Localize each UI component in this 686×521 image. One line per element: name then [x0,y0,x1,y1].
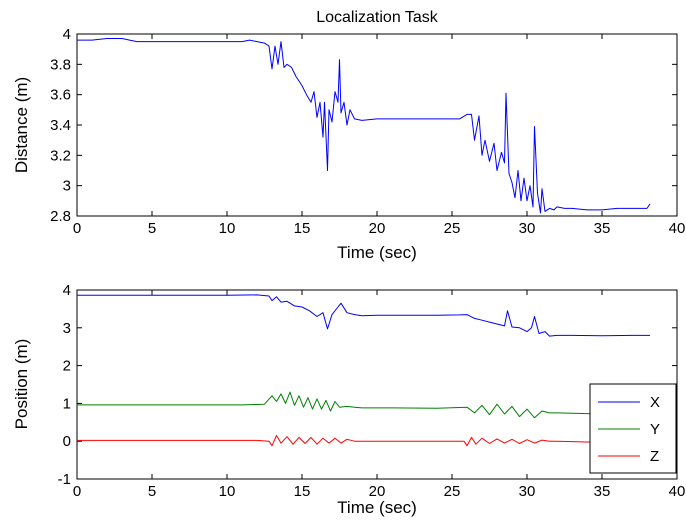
x-tick-label: 30 [519,483,536,500]
x-tick-label: 0 [73,483,81,500]
plot-area [76,289,678,480]
x-axis-label: Time (sec) [337,498,417,517]
x-tick-label: 20 [369,220,386,237]
y-tick-label: -1 [58,471,71,488]
legend-label-x: X [650,394,660,411]
series-line-y [77,391,617,419]
x-tick-label: 15 [294,483,311,500]
y-tick-label: 3 [63,178,71,195]
y-tick-label: 4 [63,26,71,43]
x-tick-label: 5 [148,220,156,237]
x-tick-label: 10 [219,483,236,500]
y-tick-label: 1 [63,395,71,412]
distance-subplot: Localization Task 0 5 10 15 20 25 30 35 40 2.8 3 3.… [12,9,685,262]
legend: XYZ [589,383,677,474]
y-tick-label: 4 [63,282,71,299]
x-tick-label: 10 [219,220,236,237]
x-tick-label: 15 [294,220,311,237]
y-tick-label: 3.8 [50,56,71,73]
y-tick-label: 3.4 [50,117,71,134]
x-tick-label: 25 [444,220,461,237]
x-axis-label: Time (sec) [337,243,417,262]
y-tick-label: 2 [63,358,71,375]
legend-label-y: Y [650,421,660,438]
y-tick-label: 3.6 [50,87,71,104]
x-tick-label: 40 [669,220,686,237]
y-tick-label: 3.2 [50,147,71,164]
y-axis-label: Position (m) [12,339,31,430]
series-line-z [77,435,617,447]
series-line-0 [77,38,651,214]
series-group [77,294,650,447]
x-tick-label: 35 [594,220,611,237]
x-tick-label: 25 [444,483,461,500]
legend-label-z: Z [650,448,659,465]
y-tick-label: 0 [63,433,71,450]
y-tick-label: 2.8 [50,208,71,225]
series-line-x [77,294,650,337]
x-tick-label: 20 [369,483,386,500]
x-tick-label: 5 [148,483,156,500]
y-tick-label: 3 [63,320,71,337]
series-group [77,38,651,214]
y-axis-label: Distance (m) [12,77,31,173]
x-tick-label: 40 [669,483,686,500]
plot-area [76,33,678,217]
x-tick-label: 35 [594,483,611,500]
chart-title: Localization Task [316,9,439,26]
x-tick-label: 0 [73,220,81,237]
tick-group: 0 5 10 15 20 25 30 35 40 2.8 3 3.2 3.4 3.6 3.8 4 [50,26,685,237]
x-tick-label: 30 [519,220,536,237]
